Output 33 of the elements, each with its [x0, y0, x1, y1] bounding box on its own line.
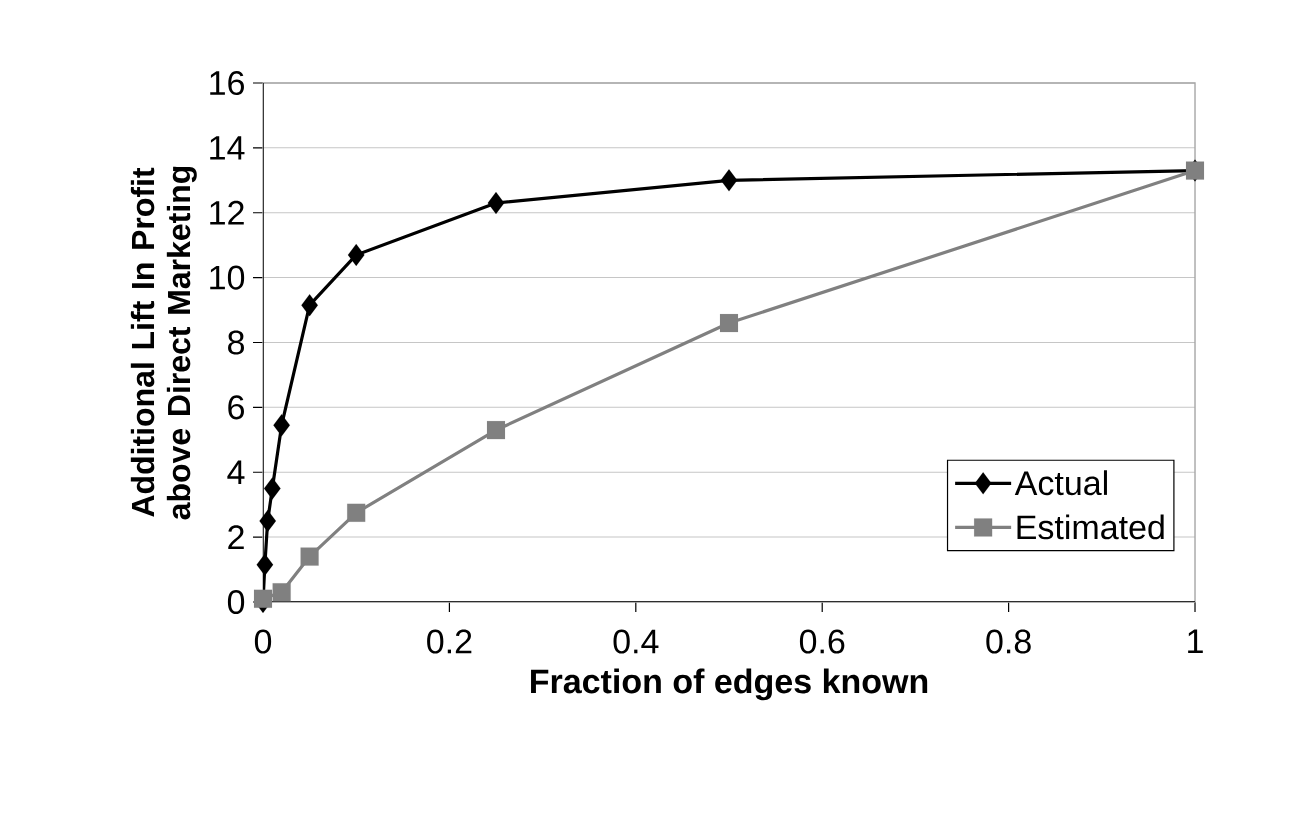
legend-label: Actual: [1014, 470, 1107, 496]
y-tick-label: 6: [228, 395, 244, 420]
x-tick-label: 1: [1188, 629, 1203, 653]
y-tick-label: 4: [227, 460, 245, 484]
point: [347, 503, 366, 522]
point: [347, 243, 365, 266]
point: [256, 553, 274, 576]
point: [300, 547, 319, 566]
point: [301, 294, 318, 317]
point: [264, 477, 281, 500]
y-tick-label: 8: [228, 330, 245, 355]
x-tick-label: 0.6: [799, 629, 845, 654]
x-tick-label: 0.2: [427, 629, 472, 654]
y-tick-label: 10: [210, 265, 245, 290]
point: [486, 421, 506, 440]
point: [273, 414, 290, 437]
x-axis-title: Fraction of edges known: [531, 668, 928, 701]
x-tick-label: 0.4: [613, 629, 659, 654]
y-axis-title: Additional Lift In Profit above Direct Marketing: [130, 166, 197, 520]
y-tick-label: 2: [228, 525, 244, 549]
y-tick-label: 0: [227, 589, 245, 615]
y-tick-label: 16: [210, 70, 244, 96]
point: [719, 313, 739, 333]
point: [487, 191, 505, 215]
y-tick-label: 14: [210, 136, 245, 160]
point: [253, 589, 273, 608]
point: [720, 169, 738, 192]
x-tick-label: 0: [254, 629, 272, 654]
point: [259, 509, 276, 532]
x-tick-label: 0.8: [986, 629, 1031, 654]
legend-label: Estimated: [1017, 514, 1164, 540]
y-tick-label: 12: [210, 200, 244, 225]
point: [272, 583, 291, 602]
